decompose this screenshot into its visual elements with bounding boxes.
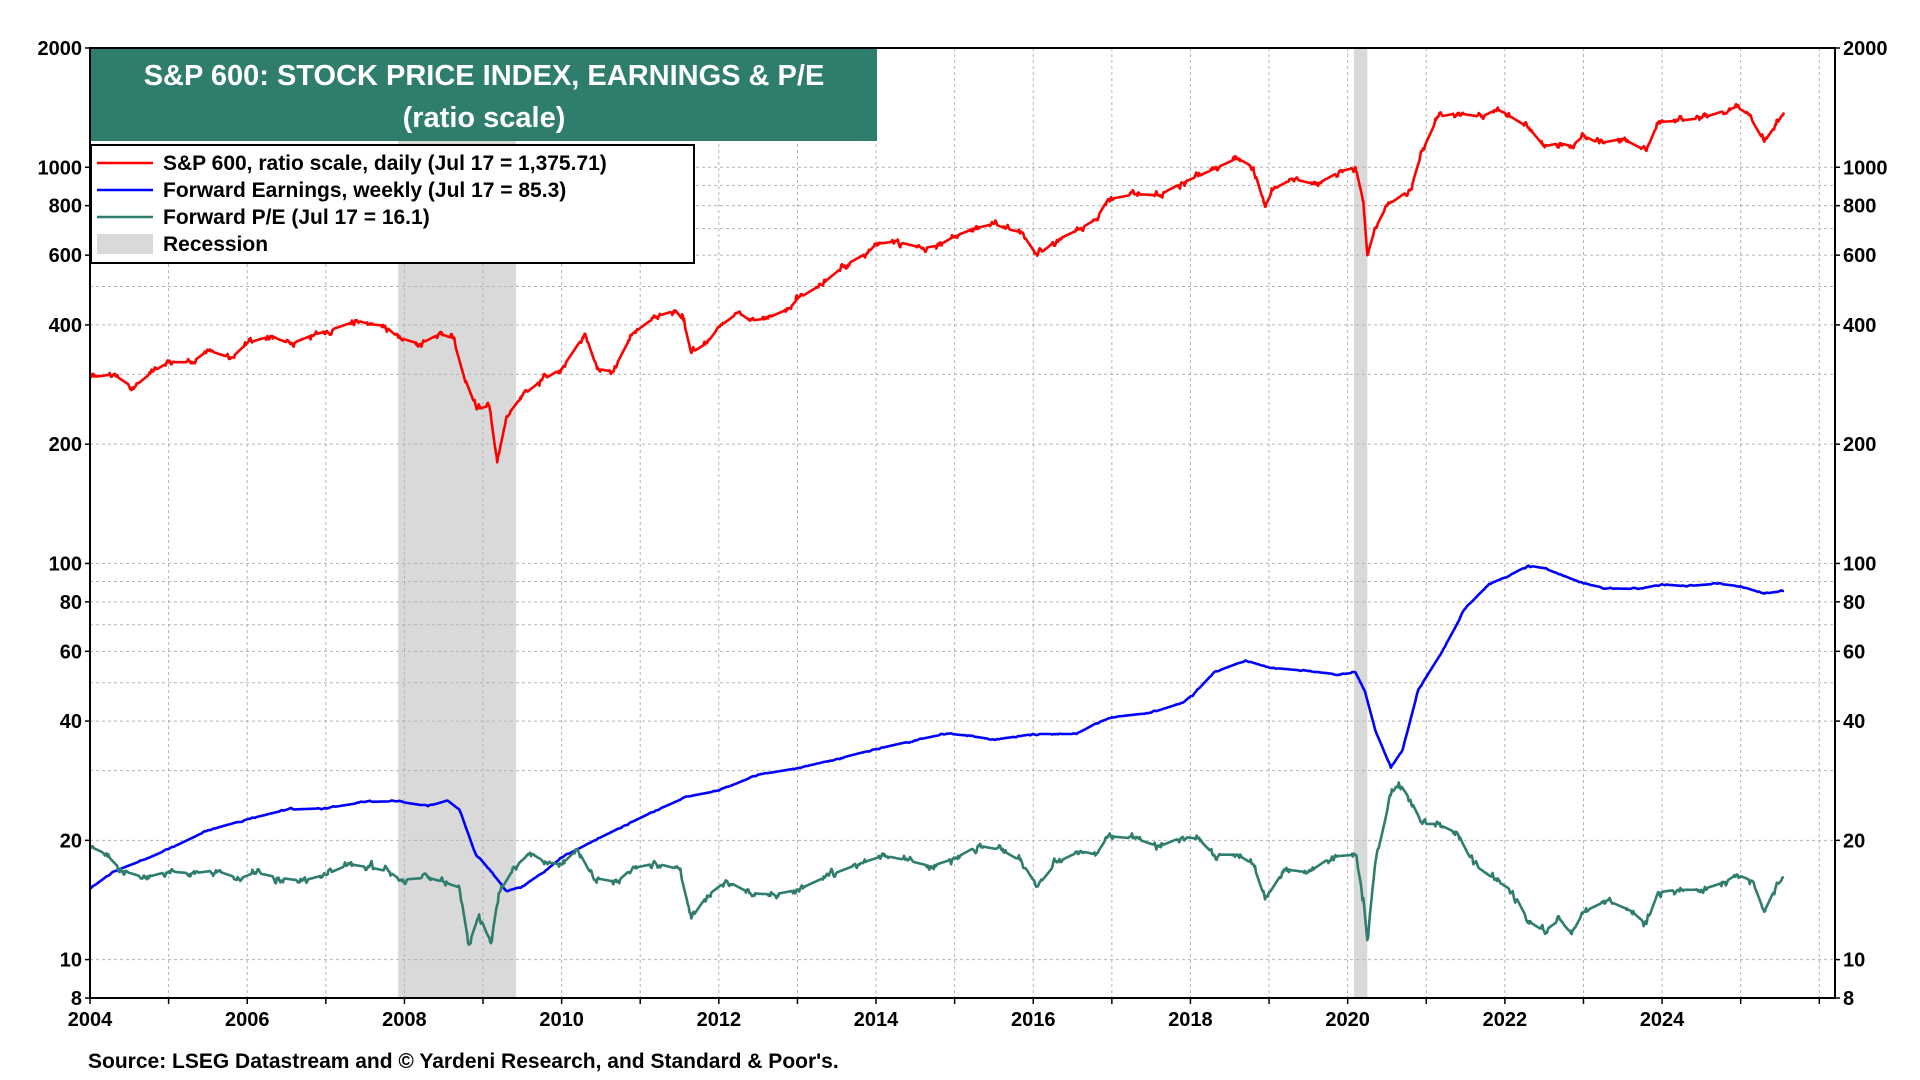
y-tick-label-right-10: 10 bbox=[1843, 950, 1865, 972]
series-line-1 bbox=[89, 102, 1786, 464]
legend-swatch-recession bbox=[97, 234, 153, 254]
y-tick-label-right-40: 40 bbox=[1843, 711, 1865, 733]
y-tick-label-right-800: 800 bbox=[1843, 196, 1876, 218]
y-tick-label-left-400: 400 bbox=[49, 315, 82, 337]
y-tick-label-left-10: 10 bbox=[60, 950, 82, 972]
y-tick-label-right-20: 20 bbox=[1843, 830, 1865, 852]
y-tick-label-left-1000: 1000 bbox=[38, 157, 83, 179]
x-tick-label-2010: 2010 bbox=[539, 1009, 584, 1031]
y-tick-label-right-8: 8 bbox=[1843, 988, 1854, 1010]
axes: 2004 2006 2008 2010 2012 2014 2016 2018 2020 2022… bbox=[38, 38, 1888, 1031]
legend-label-3: Forward P/E (Jul 17 = 16.1) bbox=[163, 206, 430, 229]
legend: S&P 600, ratio scale, daily (Jul 17 = 1,… bbox=[90, 144, 695, 264]
y-tick-label-right-1000: 1000 bbox=[1843, 157, 1888, 179]
legend-label-2: Forward Earnings, weekly (Jul 17 = 85.3) bbox=[163, 179, 566, 202]
y-tick-label-right-400: 400 bbox=[1843, 315, 1876, 337]
y-tick-label-right-200: 200 bbox=[1843, 434, 1876, 456]
y-tick-label-left-100: 100 bbox=[49, 553, 82, 575]
chart-subtitle: (ratio scale) bbox=[403, 102, 566, 134]
y-tick-label-right-100: 100 bbox=[1843, 553, 1876, 575]
series-line-3 bbox=[88, 781, 1785, 947]
y-tick-label-left-80: 80 bbox=[60, 592, 82, 614]
y-tick-label-left-60: 60 bbox=[60, 641, 82, 663]
y-tick-label-right-600: 600 bbox=[1843, 245, 1876, 267]
title-background bbox=[91, 49, 877, 141]
y-tick-label-left-200: 200 bbox=[49, 434, 82, 456]
x-tick-label-2008: 2008 bbox=[382, 1009, 427, 1031]
legend-box bbox=[90, 144, 695, 264]
x-tick-label-2014: 2014 bbox=[854, 1009, 899, 1031]
y-tick-label-left-40: 40 bbox=[60, 711, 82, 733]
data-series bbox=[88, 102, 1786, 947]
x-tick-label-2022: 2022 bbox=[1483, 1009, 1528, 1031]
y-tick-label-left-20: 20 bbox=[60, 830, 82, 852]
x-tick-label-2016: 2016 bbox=[1011, 1009, 1056, 1031]
x-tick-label-2018: 2018 bbox=[1168, 1009, 1213, 1031]
y-tick-label-left-800: 800 bbox=[49, 196, 82, 218]
y-tick-label-left-2000: 2000 bbox=[38, 38, 83, 60]
recession-band-2 bbox=[1353, 48, 1368, 998]
legend-label-4: Recession bbox=[163, 233, 268, 256]
plot-frame bbox=[89, 47, 1836, 999]
title-box: S&P 600: STOCK PRICE INDEX, EARNINGS & P… bbox=[91, 49, 877, 141]
x-tick-label-2024: 2024 bbox=[1640, 1009, 1685, 1031]
legend-label-1: S&P 600, ratio scale, daily (Jul 17 = 1,… bbox=[163, 152, 607, 175]
y-tick-label-right-80: 80 bbox=[1843, 592, 1865, 614]
y-tick-label-right-60: 60 bbox=[1843, 641, 1865, 663]
y-tick-label-right-2000: 2000 bbox=[1843, 38, 1888, 60]
x-tick-label-2006: 2006 bbox=[225, 1009, 270, 1031]
y-tick-label-left-600: 600 bbox=[49, 245, 82, 267]
x-tick-label-2020: 2020 bbox=[1325, 1009, 1370, 1031]
x-tick-label-2012: 2012 bbox=[697, 1009, 742, 1031]
source-note: Source: LSEG Datastream and © Yardeni Re… bbox=[88, 1050, 839, 1073]
y-tick-label-left-8: 8 bbox=[71, 988, 82, 1010]
x-tick-label-2004: 2004 bbox=[68, 1009, 113, 1031]
series-line-2 bbox=[89, 564, 1784, 893]
chart-title: S&P 600: STOCK PRICE INDEX, EARNINGS & P… bbox=[144, 60, 825, 92]
